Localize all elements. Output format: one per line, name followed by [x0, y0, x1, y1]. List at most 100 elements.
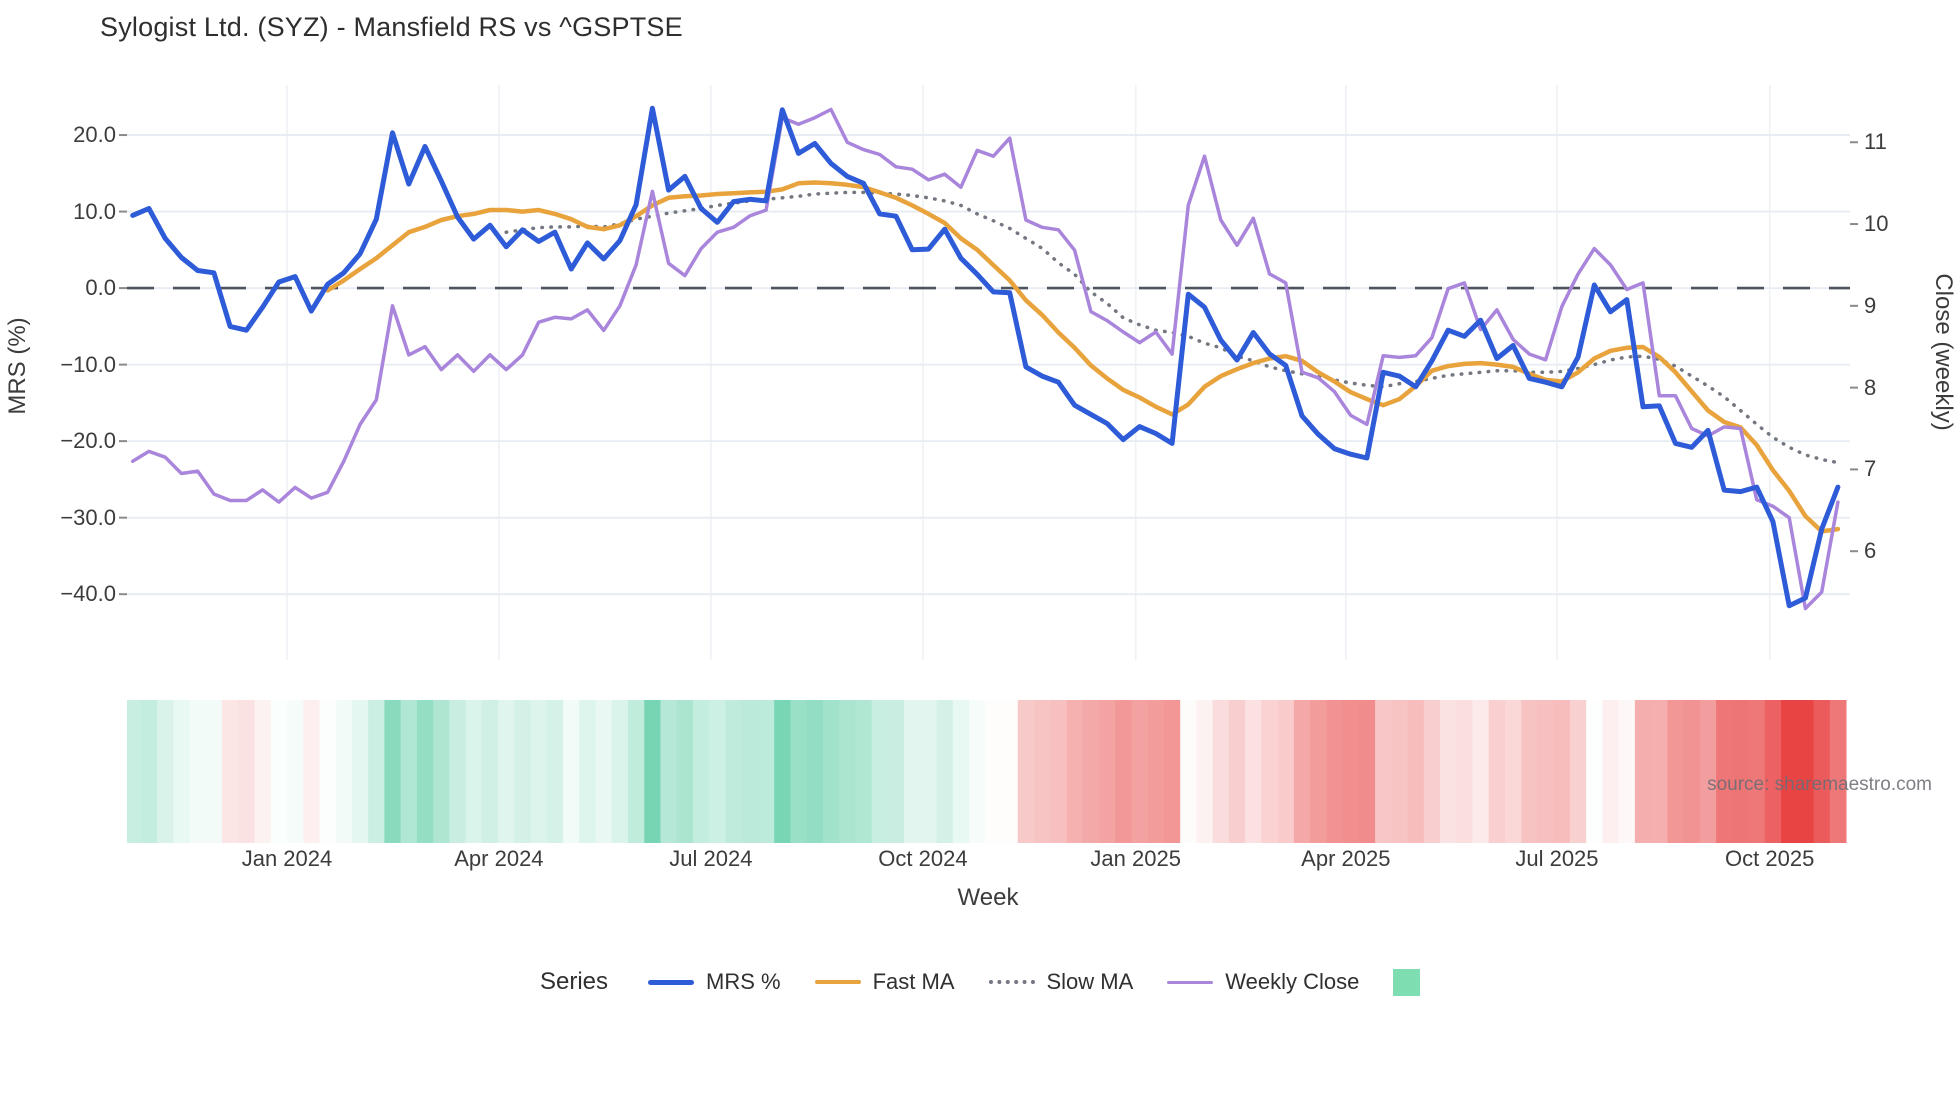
- legend-swatch-square: [1393, 968, 1421, 996]
- left-axis-tick-label: −10.0: [60, 351, 116, 377]
- x-axis-tick-label: Oct 2024: [878, 846, 968, 871]
- series-line-mrs: [130, 105, 1841, 609]
- heatmap-cell: [319, 700, 337, 843]
- heatmap-cell: [644, 700, 661, 843]
- heatmap-cell: [157, 700, 174, 843]
- heatmap-cell: [855, 700, 873, 843]
- heatmap-cell: [790, 700, 808, 843]
- heatmap-cell: [822, 700, 840, 843]
- heatmap-cell: [969, 700, 986, 843]
- heatmap-cell: [563, 700, 580, 843]
- series-line-fast-ma: [325, 180, 1841, 534]
- heatmap-cell: [1472, 700, 1490, 843]
- heatmap-cell: [433, 700, 450, 843]
- x-axis-tick-label: Jul 2025: [1515, 846, 1599, 871]
- left-axis-tick-label: −20.0: [60, 428, 116, 454]
- legend-item-fast-ma[interactable]: Fast MA: [814, 969, 955, 995]
- heatmap-cell: [1423, 700, 1441, 843]
- heatmap-cell: [127, 700, 142, 843]
- heatmap-cell: [871, 700, 889, 843]
- x-axis-tick-label: Jan 2025: [1090, 846, 1181, 871]
- legend-swatch-solid: [648, 979, 695, 985]
- heatmap-cell: [741, 700, 759, 843]
- heatmap-cell: [579, 700, 597, 843]
- heatmap-cell: [303, 700, 320, 843]
- heatmap-strip: [127, 700, 1847, 843]
- heatmap-cell: [595, 700, 613, 843]
- heatmap-cell: [1034, 700, 1051, 843]
- heatmap-cell: [1732, 700, 1750, 843]
- x-axis-tick-label: Jan 2024: [241, 846, 333, 871]
- heatmap-cell: [1050, 700, 1067, 843]
- heatmap-cell: [1261, 700, 1279, 843]
- right-axis-title: Close (weekly): [1930, 273, 1957, 431]
- heatmap-cell: [1553, 700, 1571, 843]
- heatmap-cell: [173, 700, 191, 843]
- heatmap-cell: [887, 700, 905, 843]
- heatmap-cell: [1683, 700, 1701, 843]
- heatmap-cell: [1342, 700, 1360, 843]
- heatmap-cell: [1569, 700, 1587, 843]
- heatmap-cell: [400, 700, 418, 843]
- heatmap-cell: [660, 700, 678, 843]
- heatmap-cell: [1180, 700, 1197, 843]
- chart-title: Sylogist Ltd. (SYZ) - Mansfield RS vs ^G…: [100, 12, 683, 42]
- heatmap-cell: [1375, 700, 1392, 843]
- heatmap-cell: [1310, 700, 1327, 843]
- heatmap-cell: [611, 700, 629, 843]
- heatmap-cell: [270, 700, 288, 843]
- vertical-gridlines: [286, 85, 1771, 660]
- heatmap-cell: [1781, 700, 1798, 843]
- right-axis-tick-label: 8: [1864, 374, 1877, 400]
- heatmap-cell: [1667, 700, 1685, 843]
- heatmap-cell: [1212, 700, 1230, 843]
- legend-item-label: MRS %: [706, 969, 781, 994]
- x-axis-tick-label: Jul 2024: [669, 846, 753, 871]
- heatmap-cell: [1131, 700, 1149, 843]
- x-axis-tick-label: Apr 2024: [454, 846, 544, 871]
- series-line-weekly-close: [130, 107, 1840, 611]
- heatmap-cell: [1699, 700, 1717, 843]
- heatmap-cell: [952, 700, 970, 843]
- right-axis-tick-label: 9: [1864, 292, 1877, 318]
- legend: Series MRS % Fast MA Slow MA Weekly Close: [540, 962, 1421, 1002]
- heatmap-cell: [709, 700, 726, 843]
- heatmap-cell: [725, 700, 743, 843]
- right-axis-tick-label: 7: [1864, 456, 1877, 482]
- legend-item-heatmap[interactable]: [1393, 968, 1421, 996]
- heatmap-cell: [806, 700, 824, 843]
- heatmap-cell: [1748, 700, 1766, 843]
- heatmap-cell: [222, 700, 239, 843]
- heatmap-cell: [1651, 700, 1668, 843]
- heatmap-cell: [546, 700, 564, 843]
- heatmap-cell: [335, 700, 353, 843]
- heatmap-cell: [692, 700, 710, 843]
- legend-swatch-dotted: [988, 980, 1035, 984]
- heatmap-cell: [839, 700, 856, 843]
- heatmap-cell: [1066, 700, 1084, 843]
- heatmap-cell: [189, 700, 207, 843]
- heatmap-cell: [286, 700, 304, 843]
- heatmap-cell: [1391, 700, 1409, 843]
- heatmap-cell: [1829, 700, 1847, 843]
- heatmap-cell: [1228, 700, 1246, 843]
- heatmap-cell: [238, 700, 255, 843]
- heatmap-cell: [1634, 700, 1652, 843]
- heatmap-cell: [1326, 700, 1344, 843]
- heatmap-cell: [920, 700, 938, 843]
- left-axis-tick-label: 0.0: [85, 275, 116, 301]
- heatmap-cell: [416, 700, 434, 843]
- x-axis-tick-label: Apr 2025: [1301, 846, 1391, 871]
- left-axis-tick-label: 10.0: [73, 198, 116, 224]
- heatmap-cell: [1098, 700, 1116, 843]
- heatmap-cell: [1488, 700, 1506, 843]
- legend-item-weekly-close[interactable]: Weekly Close: [1167, 969, 1359, 995]
- legend-item-mrs[interactable]: MRS %: [648, 969, 781, 995]
- heatmap-cell: [985, 700, 1003, 843]
- legend-item-label: Fast MA: [872, 969, 955, 994]
- legend-item-slow-ma[interactable]: Slow MA: [988, 969, 1133, 995]
- heatmap-cell: [384, 700, 402, 843]
- heatmap-cell: [1147, 700, 1165, 843]
- heatmap-cell: [1115, 700, 1132, 843]
